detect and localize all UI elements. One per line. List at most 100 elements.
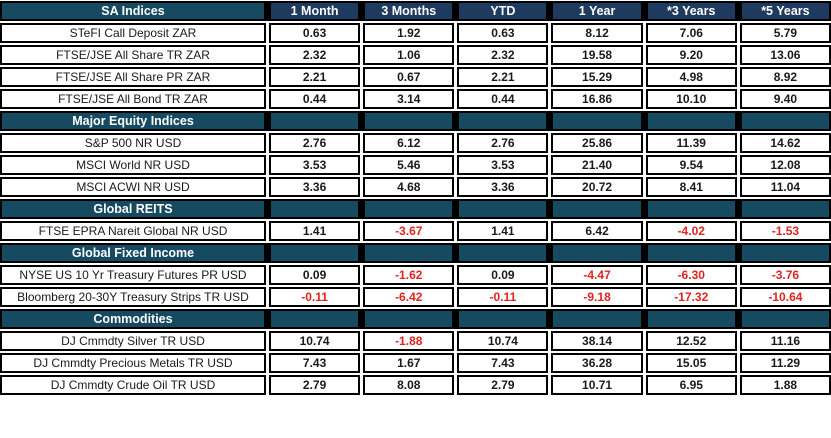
- value-cell: 12.52: [645, 331, 737, 351]
- section-empty-cell: [551, 243, 643, 263]
- value-cell: 1.41: [457, 221, 549, 241]
- value-cell: 11.16: [739, 331, 831, 351]
- section-empty-cell: [551, 199, 643, 219]
- value-cell: 3.36: [269, 177, 361, 197]
- section-empty-cell: [269, 309, 361, 329]
- column-header-period: 1 Month: [269, 1, 361, 21]
- index-name-cell: S&P 500 NR USD: [0, 133, 266, 153]
- table-row: S&P 500 NR USD 2.76 6.12 2.76 25.86 11.39 14.6…: [0, 133, 831, 153]
- index-name-cell: DJ Cmmdty Silver TR USD: [0, 331, 266, 351]
- value-cell: 3.53: [269, 155, 361, 175]
- value-cell: -3.67: [363, 221, 455, 241]
- section-row: Major Equity Indices: [0, 111, 831, 131]
- value-cell: 1.41: [269, 221, 361, 241]
- value-cell: -1.88: [363, 331, 455, 351]
- section-empty-cell: [269, 111, 361, 131]
- section-empty-cell: [457, 111, 549, 131]
- table-row: Bloomberg 20-30Y Treasury Strips TR USD -…: [0, 287, 831, 307]
- section-title-cell: Global Fixed Income: [0, 243, 266, 263]
- value-cell: 4.68: [363, 177, 455, 197]
- table-row: FTSE/JSE All Bond TR ZAR 0.44 3.14 0.44 16.8…: [0, 89, 831, 109]
- table-row: DJ Cmmdty Silver TR USD 10.74 -1.88 10.74 38…: [0, 331, 831, 351]
- section-empty-cell: [363, 199, 455, 219]
- value-cell: -1.53: [739, 221, 831, 241]
- section-row: Global Fixed Income: [0, 243, 831, 263]
- value-cell: 10.71: [551, 375, 643, 395]
- table-row: FTSE EPRA Nareit Global NR USD 1.41 -3.67 1…: [0, 221, 831, 241]
- section-empty-cell: [363, 243, 455, 263]
- section-empty-cell: [457, 309, 549, 329]
- value-cell: 15.05: [645, 353, 737, 373]
- value-cell: 25.86: [551, 133, 643, 153]
- section-empty-cell: [269, 243, 361, 263]
- section-empty-cell: [551, 111, 643, 131]
- value-cell: 2.76: [457, 133, 549, 153]
- value-cell: 5.79: [739, 23, 831, 43]
- value-cell: 6.42: [551, 221, 643, 241]
- section-row: Commodities: [0, 309, 831, 329]
- value-cell: 11.39: [645, 133, 737, 153]
- value-cell: 21.40: [551, 155, 643, 175]
- section-empty-cell: [645, 309, 737, 329]
- section-empty-cell: [457, 199, 549, 219]
- value-cell: 10.10: [645, 89, 737, 109]
- column-header-period: *3 Years: [645, 1, 737, 21]
- value-cell: -10.64: [739, 287, 831, 307]
- value-cell: 2.32: [457, 45, 549, 65]
- value-cell: -4.47: [551, 265, 643, 285]
- section-empty-cell: [645, 111, 737, 131]
- value-cell: 1.88: [739, 375, 831, 395]
- section-empty-cell: [739, 111, 831, 131]
- value-cell: 14.62: [739, 133, 831, 153]
- value-cell: 1.92: [363, 23, 455, 43]
- value-cell: 6.95: [645, 375, 737, 395]
- value-cell: 0.09: [457, 265, 549, 285]
- value-cell: -4.02: [645, 221, 737, 241]
- value-cell: 10.74: [457, 331, 549, 351]
- index-name-cell: FTSE/JSE All Bond TR ZAR: [0, 89, 266, 109]
- section-empty-cell: [739, 309, 831, 329]
- section-title-cell: Commodities: [0, 309, 266, 329]
- value-cell: 38.14: [551, 331, 643, 351]
- header-row: SA Indices 1 Month 3 Months YTD 1 Year *3 Yea…: [0, 1, 831, 21]
- value-cell: 10.74: [269, 331, 361, 351]
- value-cell: 9.40: [739, 89, 831, 109]
- value-cell: 0.44: [457, 89, 549, 109]
- value-cell: 8.08: [363, 375, 455, 395]
- value-cell: 6.12: [363, 133, 455, 153]
- value-cell: 5.46: [363, 155, 455, 175]
- section-row: Global REITS: [0, 199, 831, 219]
- table-row: DJ Cmmdty Crude Oil TR USD 2.79 8.08 2.79 10…: [0, 375, 831, 395]
- value-cell: 3.14: [363, 89, 455, 109]
- section-title-cell: Major Equity Indices: [0, 111, 266, 131]
- index-name-cell: DJ Cmmdty Precious Metals TR USD: [0, 353, 266, 373]
- table-row: MSCI ACWI NR USD 3.36 4.68 3.36 20.72 8.41 11.…: [0, 177, 831, 197]
- value-cell: 7.06: [645, 23, 737, 43]
- section-empty-cell: [645, 199, 737, 219]
- table-row: NYSE US 10 Yr Treasury Futures PR USD 0.0…: [0, 265, 831, 285]
- value-cell: 11.04: [739, 177, 831, 197]
- value-cell: 0.63: [457, 23, 549, 43]
- value-cell: 2.21: [457, 67, 549, 87]
- value-cell: 2.21: [269, 67, 361, 87]
- value-cell: 3.53: [457, 155, 549, 175]
- value-cell: 1.67: [363, 353, 455, 373]
- value-cell: 15.29: [551, 67, 643, 87]
- value-cell: 4.98: [645, 67, 737, 87]
- value-cell: 7.43: [269, 353, 361, 373]
- section-empty-cell: [551, 309, 643, 329]
- value-cell: 16.86: [551, 89, 643, 109]
- section-empty-cell: [739, 243, 831, 263]
- value-cell: -1.62: [363, 265, 455, 285]
- column-header-sa-indices: SA Indices: [0, 1, 266, 21]
- index-name-cell: NYSE US 10 Yr Treasury Futures PR USD: [0, 265, 266, 285]
- section-empty-cell: [645, 243, 737, 263]
- column-header-period: *5 Years: [739, 1, 831, 21]
- index-name-cell: MSCI ACWI NR USD: [0, 177, 266, 197]
- index-name-cell: Bloomberg 20-30Y Treasury Strips TR USD: [0, 287, 266, 307]
- section-empty-cell: [269, 199, 361, 219]
- value-cell: 12.08: [739, 155, 831, 175]
- table-row: FTSE/JSE All Share PR ZAR 2.21 0.67 2.21 15.…: [0, 67, 831, 87]
- column-header-period: YTD: [457, 1, 549, 21]
- index-name-cell: FTSE/JSE All Share PR ZAR: [0, 67, 266, 87]
